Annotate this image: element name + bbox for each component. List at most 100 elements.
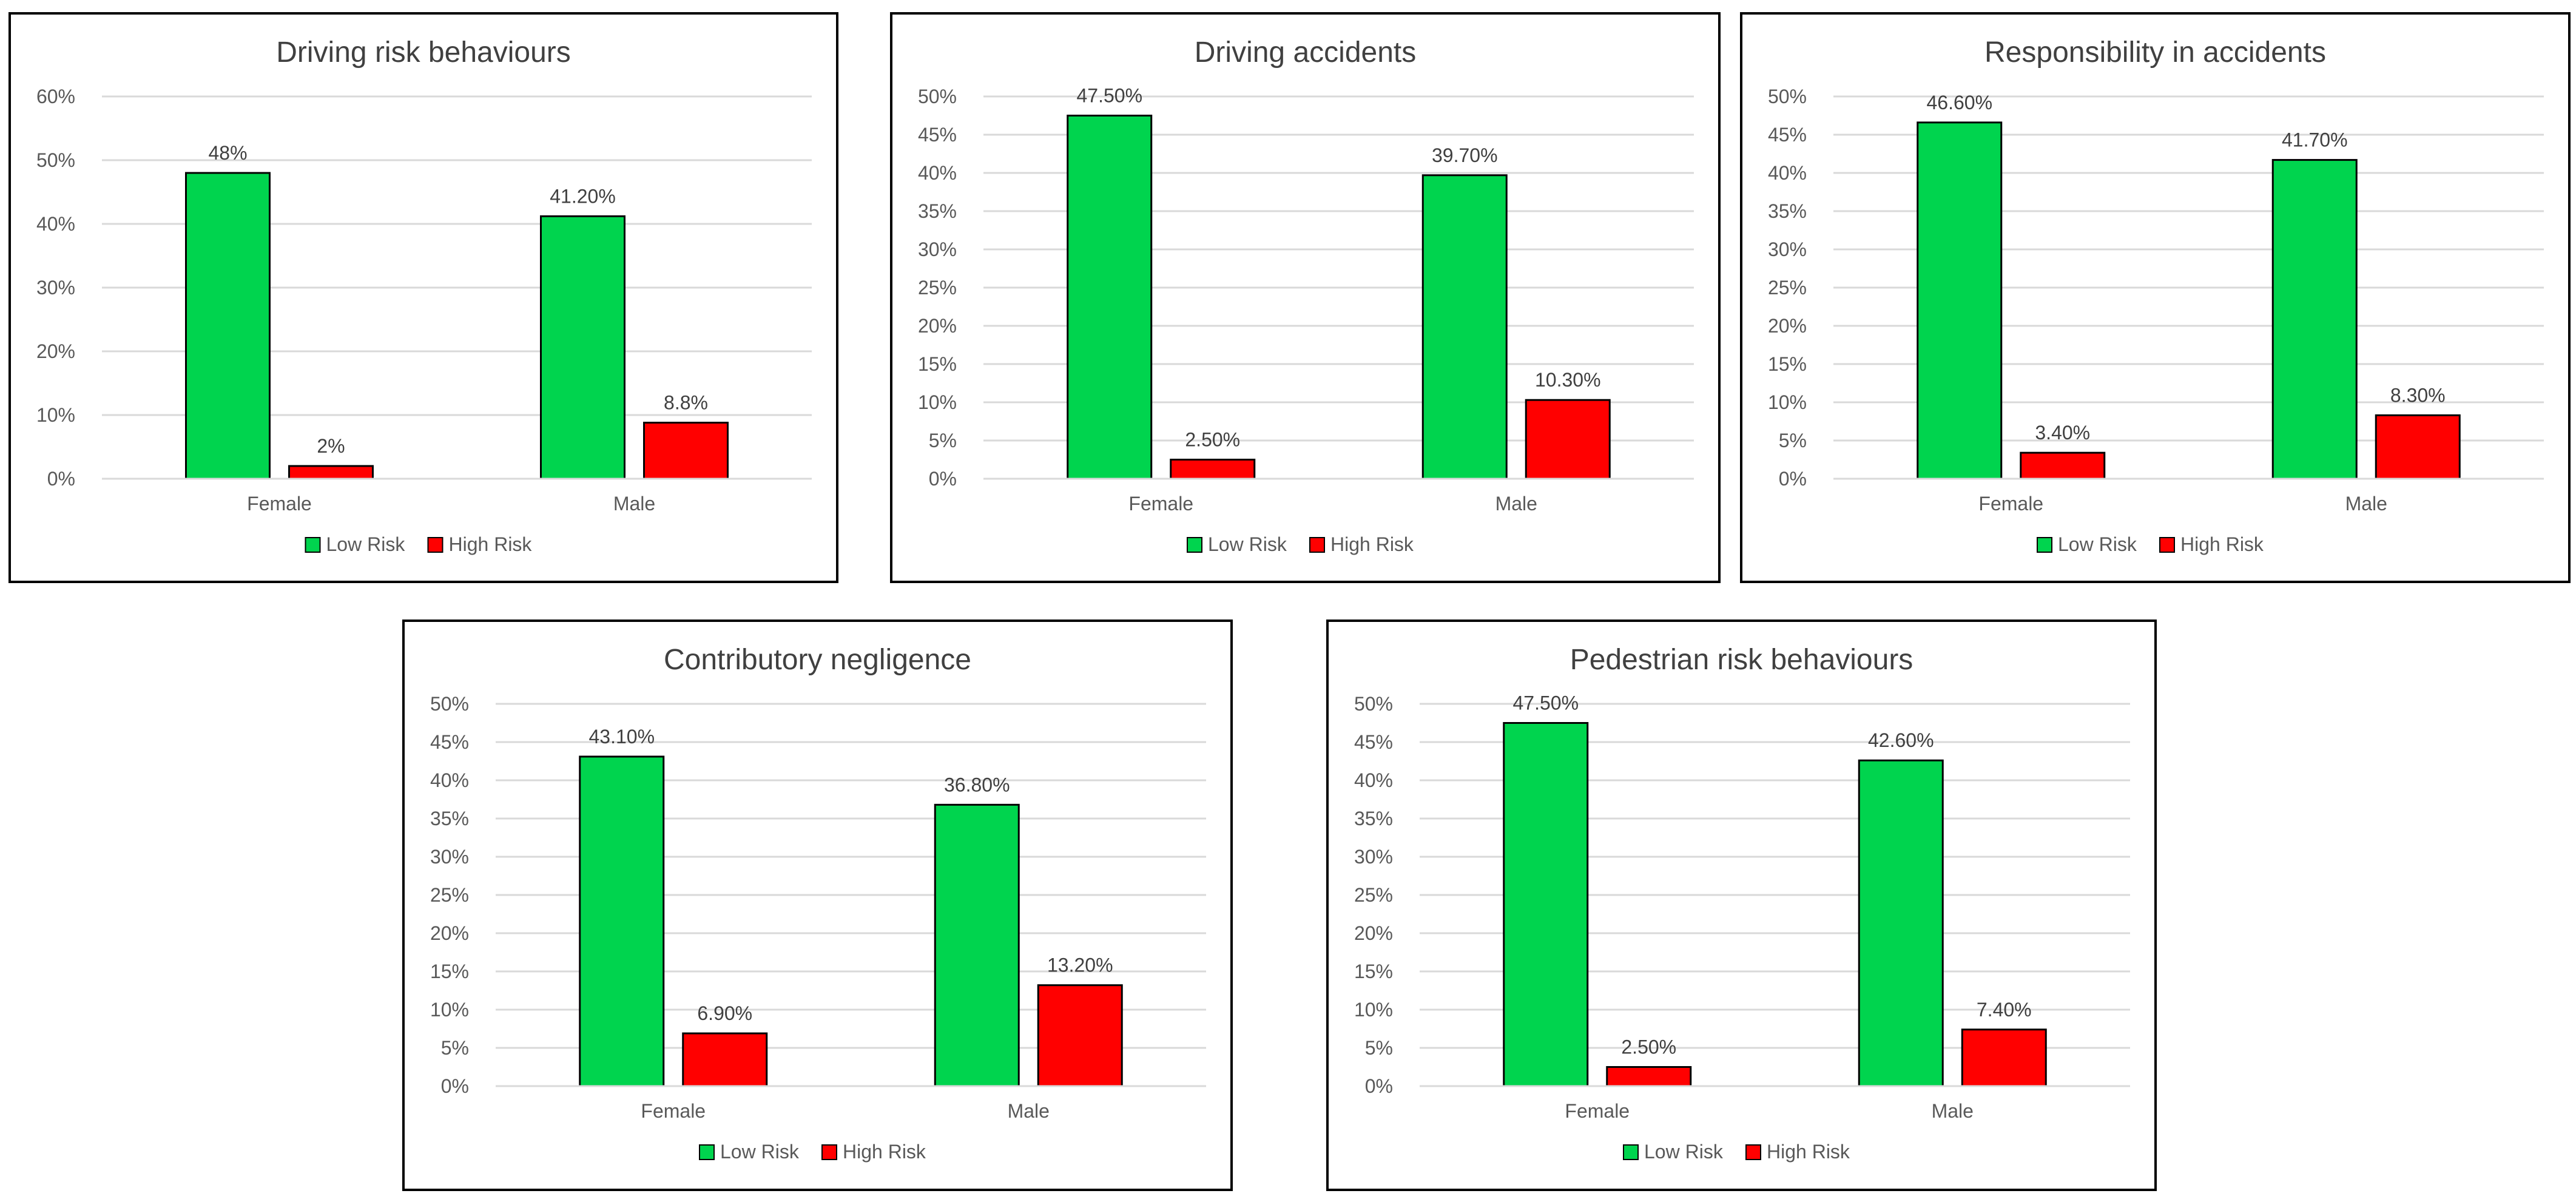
chart-panel-driving-accidents: Driving accidents 0% 5% 10% 15% 20% 25% 30% 35% 4… — [890, 12, 1721, 583]
legend-swatch-high-risk — [1309, 537, 1325, 553]
bar-low-risk-male — [1421, 174, 1508, 480]
chart-title: Responsibility in accidents — [1984, 36, 2326, 69]
chart-panel-contributory-negligence: Contributory negligence 0% 5% 10% 15% 20% 25% 3… — [402, 620, 1233, 1191]
y-tick-label: 30% — [36, 277, 75, 299]
chart-pedestrian-risk-behaviours: Pedestrian risk behaviours 0% 5% 10% 15% 20% 2… — [1354, 644, 2130, 1163]
y-tick-label: 0% — [929, 468, 957, 490]
data-label-low-risk-male: 36.80% — [944, 774, 1010, 795]
y-tick-label: 25% — [1768, 277, 1807, 299]
y-tick-label: 40% — [918, 162, 957, 184]
y-tick-label: 5% — [1365, 1037, 1393, 1059]
legend-label-low-risk: Low Risk — [720, 1141, 800, 1163]
legend-label-high-risk: High Risk — [1330, 533, 1414, 555]
legend-swatch-high-risk — [427, 537, 443, 553]
y-tick-label: 45% — [1354, 731, 1393, 753]
x-tick-label: Male — [1495, 493, 1537, 515]
y-tick-label: 15% — [1768, 353, 1807, 375]
legend-label-low-risk: Low Risk — [1208, 533, 1287, 555]
legend-swatch-low-risk — [2037, 537, 2052, 553]
bar-high-risk-male — [1961, 1028, 2047, 1087]
bar-low-risk-female — [185, 172, 271, 480]
legend-label-low-risk: Low Risk — [326, 533, 406, 555]
chart-title: Driving risk behaviours — [276, 36, 571, 69]
y-tick-label: 30% — [918, 238, 957, 260]
y-tick-label: 25% — [430, 884, 469, 906]
data-label-low-risk-female: 46.60% — [1926, 92, 1992, 113]
y-tick-label: 50% — [1768, 86, 1807, 107]
bar-low-risk-female — [1067, 115, 1153, 480]
y-tick-label: 15% — [1354, 961, 1393, 982]
data-label-low-risk-female: 43.10% — [588, 726, 655, 748]
legend-swatch-low-risk — [305, 537, 321, 553]
x-tick-label: Female — [1128, 493, 1193, 515]
data-label-low-risk-male: 41.70% — [2282, 129, 2348, 151]
bar-high-risk-male — [1037, 984, 1123, 1087]
legend-label-high-risk: High Risk — [1767, 1141, 1850, 1163]
data-label-high-risk-female: 6.90% — [697, 1002, 752, 1024]
y-tick-label: 5% — [1779, 430, 1807, 451]
y-tick-label: 5% — [929, 430, 957, 451]
y-tick-label: 25% — [1354, 884, 1393, 906]
data-label-high-risk-male: 8.30% — [2390, 384, 2446, 406]
chart-contributory-negligence: Contributory negligence 0% 5% 10% 15% 20% 25% 3… — [430, 644, 1206, 1163]
y-tick-label: 50% — [36, 149, 75, 171]
chart-driving-accidents: Driving accidents 0% 5% 10% 15% 20% 25% 30% 35% 4… — [918, 36, 1694, 555]
bar-high-risk-female — [1606, 1066, 1692, 1087]
data-label-high-risk-male: 8.8% — [664, 392, 708, 414]
bar-high-risk-female — [1170, 459, 1256, 480]
y-tick-label: 35% — [1354, 808, 1393, 829]
chart-panel-pedestrian-risk-behaviours: Pedestrian risk behaviours 0% 5% 10% 15% 20% 2… — [1326, 620, 2157, 1191]
y-tick-label: 25% — [918, 277, 957, 299]
x-tick-label: Female — [1978, 493, 2043, 515]
y-tick-label: 20% — [430, 922, 469, 944]
bar-low-risk-female — [1503, 722, 1589, 1087]
legend-label-high-risk: High Risk — [843, 1141, 926, 1163]
y-tick-label: 0% — [1365, 1075, 1393, 1097]
data-label-low-risk-male: 42.60% — [1868, 729, 1934, 751]
y-tick-label: 40% — [36, 213, 75, 235]
bar-high-risk-male — [643, 422, 729, 480]
y-tick-label: 15% — [918, 353, 957, 375]
legend-label-low-risk: Low Risk — [1644, 1141, 1724, 1163]
bar-high-risk-female — [288, 465, 374, 480]
bar-high-risk-female — [2020, 451, 2106, 480]
legend-swatch-high-risk — [2159, 537, 2175, 553]
y-tick-label: 20% — [1768, 315, 1807, 337]
legend-swatch-low-risk — [1623, 1144, 1639, 1160]
y-tick-label: 30% — [1354, 846, 1393, 868]
data-label-high-risk-female: 3.40% — [2035, 422, 2090, 444]
y-tick-label: 30% — [1768, 238, 1807, 260]
y-tick-label: 20% — [36, 340, 75, 362]
data-label-low-risk-male: 39.70% — [1432, 144, 1498, 166]
y-tick-label: 0% — [1779, 468, 1807, 490]
legend-swatch-high-risk — [1745, 1144, 1761, 1160]
legend-label-high-risk: High Risk — [449, 533, 533, 555]
y-tick-label: 10% — [918, 391, 957, 413]
y-tick-label: 10% — [1354, 999, 1393, 1021]
legend-swatch-low-risk — [1187, 537, 1202, 553]
y-tick-label: 10% — [1768, 391, 1807, 413]
x-tick-label: Male — [613, 493, 655, 515]
y-tick-label: 40% — [1354, 769, 1393, 791]
y-tick-label: 40% — [430, 769, 469, 791]
data-label-high-risk-male: 10.30% — [1535, 369, 1601, 391]
y-tick-label: 0% — [47, 468, 75, 490]
y-tick-label: 10% — [36, 404, 75, 426]
y-tick-label: 35% — [918, 200, 957, 222]
bar-low-risk-male — [540, 215, 625, 480]
chart-title: Contributory negligence — [664, 644, 971, 676]
bar-low-risk-male — [2271, 159, 2358, 480]
y-tick-label: 20% — [1354, 922, 1393, 944]
bar-high-risk-female — [682, 1032, 768, 1087]
y-tick-label: 5% — [441, 1037, 469, 1059]
bar-low-risk-male — [1858, 759, 1944, 1087]
data-label-high-risk-female: 2.50% — [1185, 429, 1240, 451]
x-tick-label: Male — [1008, 1100, 1050, 1122]
data-label-low-risk-female: 47.50% — [1512, 692, 1579, 714]
legend-swatch-high-risk — [821, 1144, 837, 1160]
x-tick-label: Female — [247, 493, 312, 515]
y-tick-label: 40% — [1768, 162, 1807, 184]
y-tick-label: 30% — [430, 846, 469, 868]
data-label-high-risk-male: 7.40% — [1977, 999, 2032, 1021]
y-tick-label: 20% — [918, 315, 957, 337]
